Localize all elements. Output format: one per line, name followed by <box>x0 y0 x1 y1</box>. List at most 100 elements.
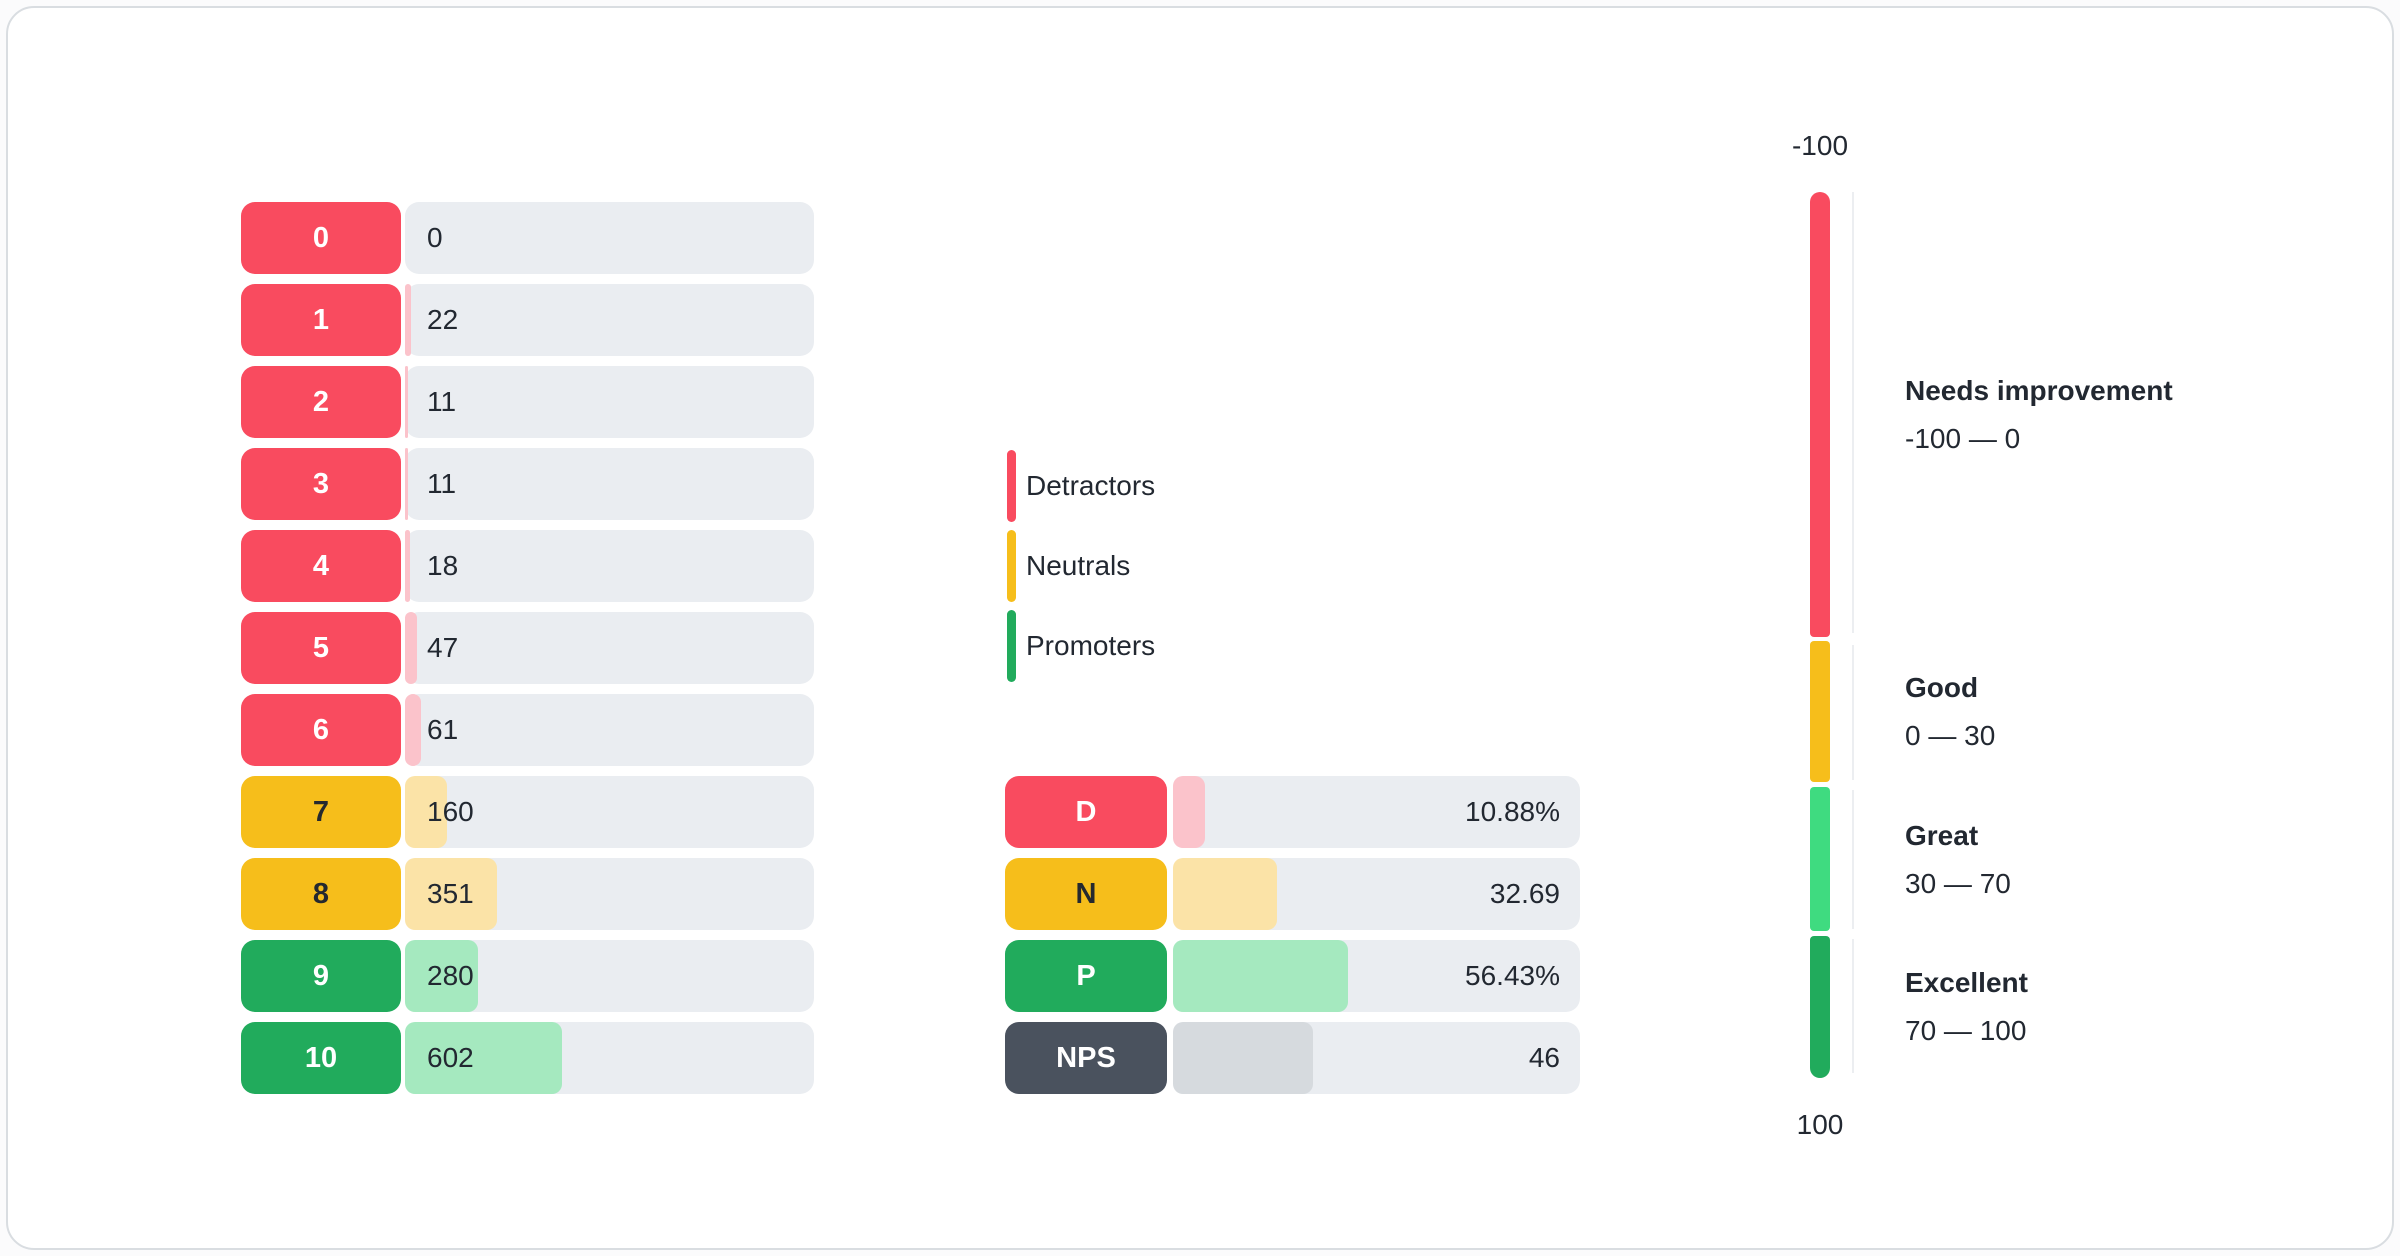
dashboard-card: 0 0 1 22 2 11 3 <box>6 6 2394 1250</box>
score-chip: 0 <box>241 202 401 274</box>
score-chip: 1 <box>241 284 401 356</box>
gauge-zone-excellent <box>1810 936 1830 1078</box>
score-value: 22 <box>427 304 459 335</box>
zone-label-excellent: Excellent 70 — 100 <box>1905 963 2028 1051</box>
gauge-zone-great <box>1810 787 1830 931</box>
summary-chip: D <box>1005 776 1167 848</box>
zone-label-great: Great 30 — 70 <box>1905 816 2011 904</box>
legend-label: Promoters <box>1026 630 1156 661</box>
score-row: 4 18 <box>241 530 814 602</box>
score-value: 47 <box>427 632 459 663</box>
detractors-swatch-icon <box>1007 450 1016 522</box>
score-row: 1 22 <box>241 284 814 356</box>
score-chip: 8 <box>241 858 401 930</box>
zone-title: Needs improvement <box>1905 375 2173 406</box>
gauge-min-label: -100 <box>1791 130 1849 161</box>
legend-item-promoters: Promoters <box>1007 610 1155 682</box>
summary-bar-track: 56.43% <box>1173 940 1580 1012</box>
score-value: 61 <box>427 714 459 745</box>
summary-row-detractors: D 10.88% <box>1005 776 1580 848</box>
score-chip: 7 <box>241 776 401 848</box>
gauge-axis-line <box>1852 645 1854 780</box>
summary-bar-fill <box>1173 776 1206 848</box>
neutrals-swatch-icon <box>1007 530 1016 602</box>
score-row: 9 280 <box>241 940 814 1012</box>
score-bar-track: 11 <box>405 448 814 520</box>
score-chip: 3 <box>241 448 401 520</box>
score-chip: 2 <box>241 366 401 438</box>
summary-bar-track: 46 <box>1173 1022 1580 1094</box>
score-row: 0 0 <box>241 202 814 274</box>
score-value: 18 <box>427 550 459 581</box>
score-bar-fill <box>405 776 447 848</box>
score-value: 280 <box>427 960 474 991</box>
zone-range: 70 — 100 <box>1905 1015 2027 1046</box>
score-row: 5 47 <box>241 612 814 684</box>
score-bar-fill <box>405 366 408 438</box>
score-row: 7 160 <box>241 776 814 848</box>
score-chip: 10 <box>241 1022 401 1094</box>
gauge-max-label: 100 <box>1796 1109 1844 1140</box>
score-value: 11 <box>427 386 457 417</box>
zone-range: 30 — 70 <box>1905 868 2011 899</box>
score-chip: 5 <box>241 612 401 684</box>
score-bar-track: 351 <box>405 858 814 930</box>
summary-value: 32.69 <box>1489 878 1560 909</box>
score-bar-fill <box>405 284 411 356</box>
score-bar-track: 11 <box>405 366 814 438</box>
summary-row-promoters: P 56.43% <box>1005 940 1580 1012</box>
summary-chip: P <box>1005 940 1167 1012</box>
score-bar-track: 280 <box>405 940 814 1012</box>
legend-label: Detractors <box>1026 470 1156 501</box>
summary-bar-fill <box>1173 940 1348 1012</box>
score-bar-fill <box>405 694 421 766</box>
gauge-axis-line <box>1852 192 1854 633</box>
gauge-axis-line <box>1852 790 1854 929</box>
summary-value: 56.43% <box>1465 960 1560 991</box>
score-bar-fill <box>405 448 408 520</box>
score-bar-fill <box>405 612 418 684</box>
zone-range: -100 — 0 <box>1905 423 2021 454</box>
legend-label: Neutrals <box>1026 550 1131 581</box>
score-bar-track: 18 <box>405 530 814 602</box>
promoters-swatch-icon <box>1007 610 1016 682</box>
legend: Detractors Neutrals Promoters <box>1007 450 1155 690</box>
zone-title: Great <box>1905 820 1979 851</box>
summary-row-neutrals: N 32.69 <box>1005 858 1580 930</box>
score-bar-fill <box>405 940 479 1012</box>
summary-bar-track: 32.69 <box>1173 858 1580 930</box>
score-row: 2 11 <box>241 366 814 438</box>
summary-chip: N <box>1005 858 1167 930</box>
score-bar-track: 602 <box>405 1022 814 1094</box>
summary-value: 10.88% <box>1465 796 1560 827</box>
score-bar-track: 47 <box>405 612 814 684</box>
nps-gauge-bar <box>1810 192 1830 1078</box>
summary-chip: NPS <box>1005 1022 1167 1094</box>
score-value: 602 <box>427 1042 474 1073</box>
score-bar-fill <box>405 530 410 602</box>
zone-label-needs-improvement: Needs improvement -100 — 0 <box>1905 371 2173 459</box>
score-bar-track: 0 <box>405 202 814 274</box>
zone-title: Good <box>1905 672 1979 703</box>
gauge-axis-line <box>1852 939 1854 1073</box>
summary-bar-fill <box>1173 1022 1314 1094</box>
score-bar-track: 61 <box>405 694 814 766</box>
summary-row-nps: NPS 46 <box>1005 1022 1580 1094</box>
score-row: 8 351 <box>241 858 814 930</box>
gauge-zone-good <box>1810 641 1830 782</box>
summary-value: 46 <box>1528 1042 1560 1073</box>
score-value: 11 <box>427 468 457 499</box>
score-value: 160 <box>427 796 474 827</box>
legend-item-detractors: Detractors <box>1007 450 1155 522</box>
score-bar-track: 160 <box>405 776 814 848</box>
score-chip: 4 <box>241 530 401 602</box>
score-row: 3 11 <box>241 448 814 520</box>
score-value: 0 <box>427 222 443 253</box>
gauge-zone-needs-improvement <box>1810 192 1830 637</box>
score-bar-track: 22 <box>405 284 814 356</box>
score-bar-fill <box>405 1022 563 1094</box>
summary-bar-fill <box>1173 858 1278 930</box>
score-chip: 9 <box>241 940 401 1012</box>
score-distribution-chart: 0 0 1 22 2 11 3 <box>241 202 814 1104</box>
legend-item-neutrals: Neutrals <box>1007 530 1155 602</box>
